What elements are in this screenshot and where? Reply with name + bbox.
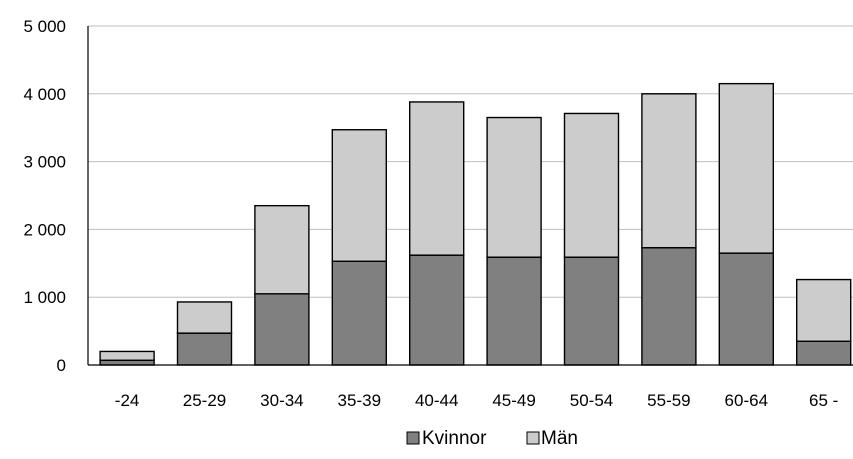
legend-swatch-man: [526, 431, 540, 445]
x-tick-label: 30-34: [260, 391, 303, 410]
bar-kvinnor-7: [641, 247, 697, 366]
x-tick-label: 35-39: [338, 391, 381, 410]
y-tick-label: 1 000: [23, 288, 66, 307]
y-tick-label: 4 000: [23, 85, 66, 104]
bar-kvinnor-8: [718, 252, 774, 366]
x-tick-label: 55-59: [647, 391, 690, 410]
bar-kvinnor-9: [796, 340, 852, 366]
y-tick-label: 2 000: [23, 220, 66, 239]
bar-man-7: [641, 93, 697, 249]
x-tick-label: -24: [115, 391, 140, 410]
bar-man-5: [486, 116, 542, 258]
y-tick-labels: 0 1 000 2 000 3 000 4 000 5 000: [23, 17, 66, 375]
bar-man-2: [254, 204, 310, 295]
legend: Kvinnor Män: [406, 428, 578, 449]
bar-man-0: [99, 350, 155, 361]
x-tick-label: 25-29: [183, 391, 226, 410]
x-tick-label: 45-49: [492, 391, 535, 410]
y-tick-label: 0: [57, 356, 66, 375]
legend-label-kvinnor: Kvinnor: [422, 428, 487, 449]
axes: [87, 26, 853, 366]
x-tick-label: 50-54: [570, 391, 613, 410]
y-tick-label: 3 000: [23, 153, 66, 172]
bars: [99, 82, 852, 366]
bar-man-3: [331, 129, 387, 262]
x-tick-labels: -24 25-29 30-34 35-39 40-44 45-49 50-54 55-59 60…: [115, 391, 839, 410]
legend-swatch-kvinnor: [406, 431, 420, 445]
bar-kvinnor-4: [409, 254, 465, 366]
bar-man-4: [409, 101, 465, 256]
bar-kvinnor-0: [99, 359, 155, 366]
bar-man-1: [176, 301, 233, 334]
x-tick-label: 65 -: [809, 391, 838, 410]
bar-man-6: [563, 112, 620, 258]
y-tick-label: 5 000: [23, 17, 66, 36]
x-tick-label: 60-64: [725, 391, 768, 410]
legend-label-man: Män: [541, 428, 578, 449]
bar-man-9: [796, 278, 852, 342]
bar-kvinnor-3: [331, 260, 387, 366]
bar-kvinnor-1: [176, 332, 233, 366]
bar-kvinnor-5: [486, 256, 542, 366]
x-tick-label: 40-44: [415, 391, 458, 410]
bar-kvinnor-2: [254, 293, 310, 366]
bar-man-8: [718, 82, 774, 254]
bar-kvinnor-6: [563, 256, 620, 366]
